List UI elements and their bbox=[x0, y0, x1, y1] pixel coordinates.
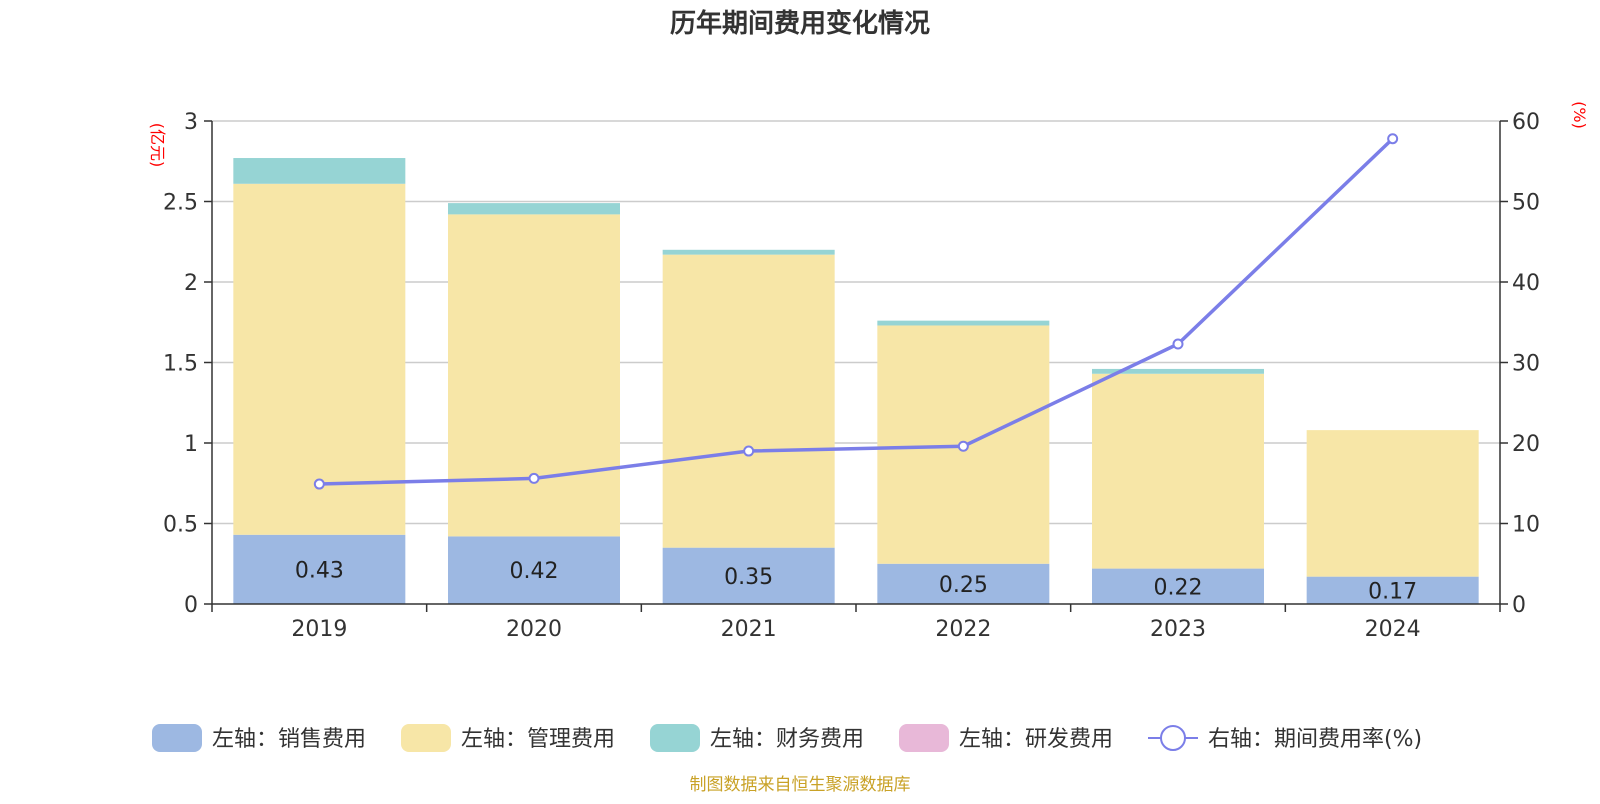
left-tick-label: 1 bbox=[184, 432, 198, 457]
x-tick-label: 2024 bbox=[1365, 617, 1421, 642]
rate-point bbox=[313, 478, 325, 490]
right-tick-label: 20 bbox=[1512, 432, 1540, 457]
bar-finance bbox=[448, 203, 620, 215]
legend-label: 左轴：管理费用 bbox=[461, 727, 615, 752]
bar-sales bbox=[448, 536, 620, 604]
bar-value-label: 0.25 bbox=[939, 573, 988, 598]
rate-point bbox=[1387, 133, 1399, 145]
bar-admin bbox=[662, 254, 835, 548]
bar-admin bbox=[1092, 373, 1264, 569]
bar-sales bbox=[877, 563, 1050, 604]
x-tick-label: 2019 bbox=[291, 617, 347, 642]
rate-point bbox=[743, 445, 755, 457]
right-axis-unit: (%) bbox=[1570, 101, 1589, 129]
bar-admin bbox=[1306, 430, 1479, 577]
right-tick-label: 30 bbox=[1512, 352, 1540, 377]
left-tick-label: 3 bbox=[184, 110, 198, 135]
legend-swatch-rd bbox=[899, 724, 949, 752]
legend-swatch-admin bbox=[401, 724, 451, 752]
bar-finance bbox=[1092, 368, 1264, 374]
data-labels: 0.43 0.42 0.35 0.25 0.22 0.17 bbox=[295, 558, 1417, 604]
left-tick-label: 2.5 bbox=[163, 191, 198, 216]
bar-value-label: 0.35 bbox=[724, 565, 773, 590]
x-tick-label: 2021 bbox=[721, 617, 777, 642]
left-tick-label: 0.5 bbox=[163, 513, 198, 538]
legend: 左轴：销售费用 左轴：管理费用 左轴：财务费用 左轴：研发费用 右轴：期间费用率(%) bbox=[152, 724, 1422, 752]
rate-point bbox=[957, 440, 969, 452]
legend-label: 左轴：研发费用 bbox=[959, 727, 1113, 752]
bar-admin bbox=[233, 183, 406, 535]
right-tick-label: 0 bbox=[1512, 593, 1526, 618]
x-tick-label: 2022 bbox=[935, 617, 991, 642]
right-tick-label: 50 bbox=[1512, 191, 1540, 216]
grid-lines bbox=[212, 120, 1500, 525]
legend-label: 左轴：销售费用 bbox=[212, 727, 366, 752]
x-tick-label: 2023 bbox=[1150, 617, 1206, 642]
bar-sales bbox=[233, 534, 406, 604]
legend-label: 右轴：期间费用率(%) bbox=[1208, 727, 1422, 752]
rate-point bbox=[528, 472, 540, 484]
left-tick-label: 0 bbox=[184, 593, 198, 618]
left-tick-label: 2 bbox=[184, 271, 198, 296]
rate-point bbox=[1172, 338, 1184, 350]
legend-swatch-sales bbox=[152, 724, 202, 752]
source-note: 制图数据来自恒生聚源数据库 bbox=[690, 775, 911, 795]
left-tick-label: 1.5 bbox=[163, 352, 198, 377]
bar-value-label: 0.42 bbox=[510, 559, 559, 584]
bar-value-label: 0.22 bbox=[1154, 575, 1203, 600]
bar-finance bbox=[877, 320, 1050, 326]
legend-swatch-finance bbox=[650, 724, 700, 752]
chart-title: 历年期间费用变化情况 bbox=[670, 8, 930, 39]
bar-finance bbox=[233, 158, 406, 184]
rate-line-path bbox=[319, 137, 1394, 486]
bar-value-label: 0.43 bbox=[295, 558, 344, 583]
legend-label: 左轴：财务费用 bbox=[710, 727, 864, 752]
legend-marker-rate bbox=[1160, 725, 1186, 751]
right-tick-label: 40 bbox=[1512, 271, 1540, 296]
bar-sales bbox=[1306, 576, 1479, 604]
x-tick-label: 2020 bbox=[506, 617, 562, 642]
bar-value-label: 0.17 bbox=[1368, 579, 1417, 604]
bar-sales bbox=[662, 547, 835, 604]
bar-sales bbox=[1092, 568, 1264, 604]
left-axis-unit: (亿元) bbox=[148, 123, 167, 168]
right-tick-label: 60 bbox=[1512, 110, 1540, 135]
bar-admin bbox=[448, 214, 620, 537]
bar-finance bbox=[662, 249, 835, 255]
rate-line bbox=[313, 133, 1399, 490]
bars bbox=[233, 158, 1479, 604]
right-tick-label: 10 bbox=[1512, 513, 1540, 538]
